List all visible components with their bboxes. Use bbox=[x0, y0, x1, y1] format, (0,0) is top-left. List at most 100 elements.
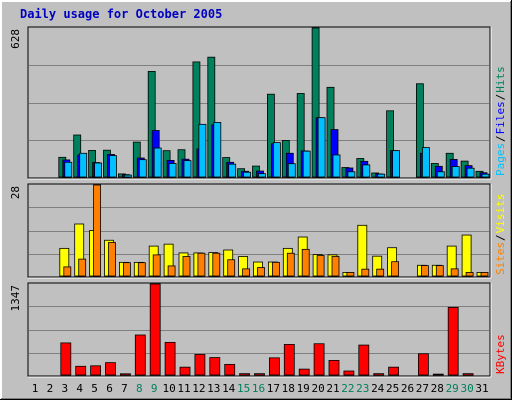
bar-pages-day-23 bbox=[362, 164, 371, 178]
bar-pages-day-7 bbox=[124, 174, 132, 178]
bar-sites-day-18 bbox=[286, 252, 295, 277]
bar-pages-day-5 bbox=[94, 162, 102, 178]
bar-sites-day-15 bbox=[242, 268, 251, 277]
bar-kbytes-day-14 bbox=[224, 363, 236, 376]
x-tick-label: 9 bbox=[151, 382, 158, 395]
x-tick-label: 27 bbox=[416, 382, 429, 395]
x-tick-label: 10 bbox=[162, 382, 175, 395]
chart-title: Daily usage for October 2005 bbox=[20, 7, 222, 21]
bar-sites-day-3 bbox=[63, 266, 72, 277]
legend-entry-hits: Hits bbox=[494, 66, 507, 93]
bar-sites-day-30 bbox=[465, 272, 474, 277]
bar-hits-day-27 bbox=[415, 83, 424, 178]
x-tick-label: 29 bbox=[446, 382, 459, 395]
bar-sites-day-5 bbox=[93, 184, 101, 277]
x-tick-label: 18 bbox=[282, 382, 295, 395]
x-tick-label: 25 bbox=[386, 382, 399, 395]
bar-pages-day-14 bbox=[228, 163, 237, 178]
x-tick-label: 7 bbox=[121, 382, 128, 395]
y-max-label: 1347 bbox=[9, 285, 22, 312]
bar-sites-day-8 bbox=[137, 262, 146, 277]
bar-sites-day-6 bbox=[108, 242, 116, 277]
bar-pages-day-11 bbox=[183, 160, 192, 178]
bar-sites-day-17 bbox=[271, 261, 280, 277]
bar-kbytes-day-8 bbox=[134, 334, 146, 376]
bar-visits-day-30 bbox=[461, 234, 472, 277]
bar-kbytes-day-20 bbox=[313, 343, 325, 376]
bar-kbytes-day-7 bbox=[120, 373, 131, 376]
bar-kbytes-day-22 bbox=[343, 370, 355, 376]
bar-kbytes-day-19 bbox=[298, 368, 310, 376]
bar-hits-day-19 bbox=[296, 93, 305, 178]
x-tick-label: 21 bbox=[326, 382, 339, 395]
bar-sites-day-19 bbox=[301, 248, 310, 277]
bar-visits-day-23 bbox=[357, 224, 368, 277]
bar-pages-day-31 bbox=[481, 173, 490, 178]
bar-kbytes-day-24 bbox=[373, 373, 385, 376]
bar-kbytes-day-23 bbox=[358, 344, 370, 376]
bar-kbytes-day-28 bbox=[432, 373, 444, 376]
bar-pages-day-28 bbox=[436, 171, 445, 178]
legend-entry-visits: Visits bbox=[494, 194, 507, 234]
x-tick-label: 26 bbox=[401, 382, 414, 395]
legend-entry-pages: Pages bbox=[494, 143, 507, 176]
plot-frame bbox=[27, 26, 491, 179]
bar-pages-day-24 bbox=[377, 173, 386, 178]
bar-kbytes-day-29 bbox=[447, 306, 459, 376]
legend-hits-files-pages: Pages/Files/Hits bbox=[494, 66, 507, 176]
bar-sites-day-22 bbox=[346, 272, 355, 277]
bar-kbytes-day-6 bbox=[105, 362, 116, 376]
bar-kbytes-day-11 bbox=[179, 366, 191, 376]
legend-visits-sites: Sites/Visits bbox=[494, 194, 507, 275]
x-tick-label: 4 bbox=[76, 382, 83, 395]
bar-hits-day-12 bbox=[192, 61, 201, 178]
bar-sites-day-7 bbox=[123, 262, 131, 277]
x-tick-label: 28 bbox=[431, 382, 444, 395]
bar-pages-day-29 bbox=[451, 166, 460, 178]
bar-sites-day-24 bbox=[376, 268, 385, 277]
bar-hits-day-9 bbox=[147, 71, 156, 178]
bar-kbytes-day-3 bbox=[60, 342, 72, 376]
bar-hits-day-17 bbox=[266, 93, 275, 178]
x-tick-label: 2 bbox=[47, 382, 54, 395]
legend-entry-kbytes: KBytes bbox=[494, 334, 507, 374]
bar-sites-day-4 bbox=[78, 258, 87, 277]
legend-entry-slash: / bbox=[494, 94, 507, 101]
x-tick-label: 5 bbox=[91, 382, 98, 395]
bar-pages-day-15 bbox=[243, 171, 252, 178]
bar-pages-day-9 bbox=[153, 147, 162, 178]
bar-sites-day-11 bbox=[182, 256, 191, 277]
bar-pages-day-10 bbox=[168, 163, 177, 178]
x-tick-label: 19 bbox=[297, 382, 310, 395]
bar-hits-day-25 bbox=[386, 110, 395, 178]
x-tick-label: 16 bbox=[252, 382, 265, 395]
bar-pages-day-16 bbox=[258, 173, 266, 178]
legend-kbytes: KBytes bbox=[494, 334, 507, 374]
bar-pages-day-4 bbox=[79, 152, 88, 178]
bar-pages-day-25 bbox=[392, 150, 401, 178]
x-tick-label: 11 bbox=[177, 382, 190, 395]
bar-pages-day-27 bbox=[421, 147, 430, 178]
x-tick-label: 8 bbox=[136, 382, 143, 395]
bar-kbytes-day-15 bbox=[239, 373, 251, 376]
bar-pages-day-17 bbox=[272, 142, 281, 178]
bar-pages-day-20 bbox=[317, 117, 326, 178]
legend-entry-slash: / bbox=[494, 135, 507, 142]
bar-pages-day-19 bbox=[302, 150, 311, 178]
bar-kbytes-day-5 bbox=[90, 365, 101, 376]
x-tick-label: 6 bbox=[106, 382, 113, 395]
bar-sites-day-23 bbox=[361, 268, 370, 277]
bar-kbytes-day-30 bbox=[462, 373, 474, 376]
bar-sites-day-10 bbox=[167, 265, 176, 277]
bar-sites-day-12 bbox=[197, 252, 206, 277]
x-tick-label: 20 bbox=[311, 382, 324, 395]
bar-pages-day-12 bbox=[198, 123, 207, 178]
bar-kbytes-day-27 bbox=[417, 353, 429, 376]
bar-pages-day-3 bbox=[64, 161, 73, 178]
bar-hits-day-13 bbox=[207, 56, 216, 178]
bar-kbytes-day-18 bbox=[283, 343, 295, 376]
x-tick-label: 14 bbox=[222, 382, 236, 395]
bar-kbytes-day-13 bbox=[209, 357, 221, 376]
y-max-label: 628 bbox=[9, 29, 22, 49]
